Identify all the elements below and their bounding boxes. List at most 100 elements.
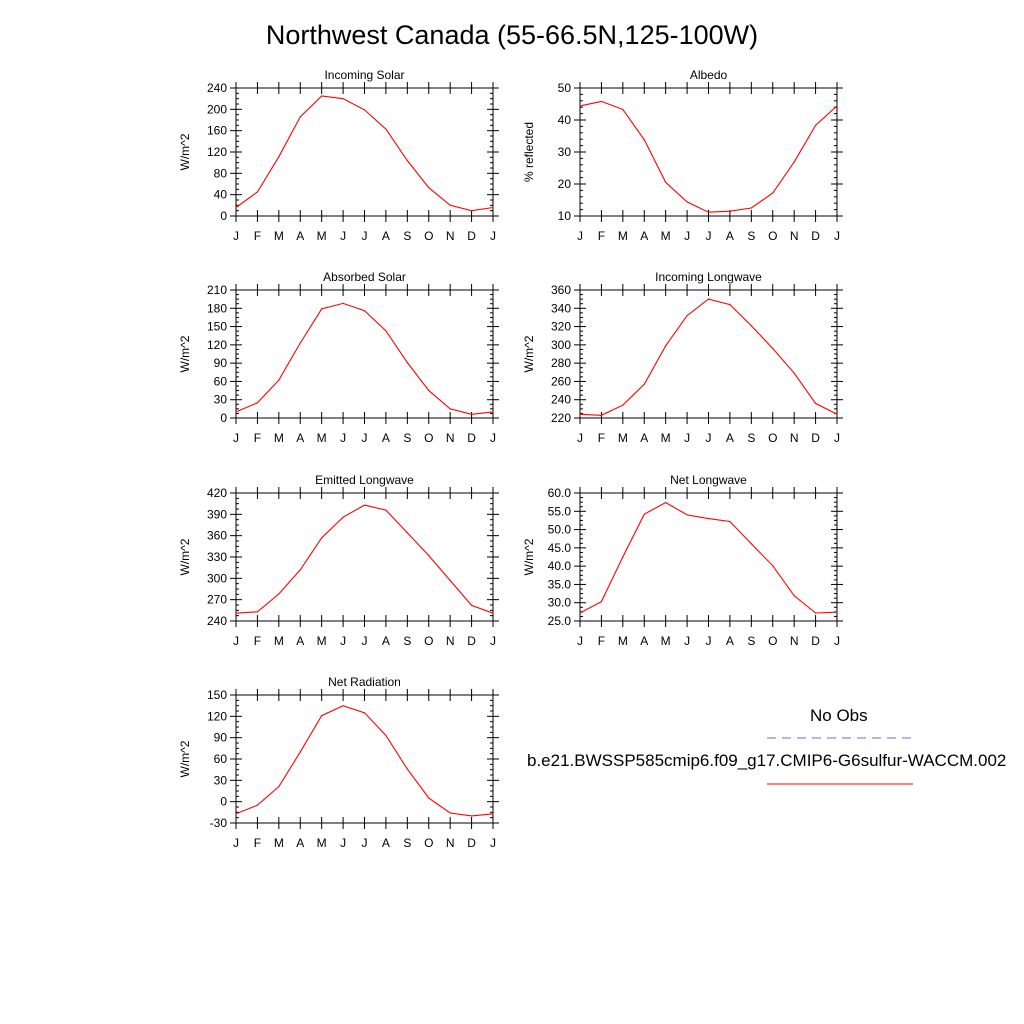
panel-4-ytick-label: 260 <box>551 374 571 388</box>
panel-6-data-point <box>707 518 710 520</box>
panel-7-ylabel: W/m^2 <box>178 740 192 777</box>
panel-4-frame <box>579 289 838 419</box>
panel-6-xtick-label: S <box>747 634 755 648</box>
panel-6-ytick-label: 50.0 <box>548 523 572 537</box>
panel-5-xtick-label: M <box>317 634 327 648</box>
panel-1-xtick-label: F <box>254 229 261 243</box>
panel-6-xtick-label: A <box>640 634 648 648</box>
panel-4-ylabel: W/m^2 <box>522 335 536 372</box>
figure-title: Northwest Canada (55-66.5N,125-100W) <box>265 20 759 50</box>
panel-6-title: Net Longwave <box>670 473 747 487</box>
panel-4-xtick-label: M <box>661 431 671 445</box>
panel-3-data-point <box>256 402 258 404</box>
panel-3-series-line <box>235 302 494 415</box>
panel-3-xtick-label: D <box>467 431 476 445</box>
panel-1-data-point <box>428 187 430 189</box>
panel-2-xtick-label: D <box>811 229 820 243</box>
panel-2-data-point <box>665 181 667 183</box>
panel-3-ytick-label: 120 <box>207 338 227 352</box>
panel-5-xtick-label: D <box>467 634 476 648</box>
panel-1-xtick-label: M <box>274 229 284 243</box>
panel-6-data-point <box>686 514 688 516</box>
panel-4-ytick-label: 220 <box>551 411 571 425</box>
panel-6-xtick-label: F <box>598 634 605 648</box>
panel-3-xtick-label: M <box>274 431 284 445</box>
panel-4-data-point <box>579 413 581 415</box>
panel-5-xtick-label: A <box>296 634 304 648</box>
panel-4-ytick-label: 320 <box>551 320 571 334</box>
panel-2-xtick-label: N <box>790 229 799 243</box>
panel-7-ytick-label: 120 <box>207 709 227 723</box>
panel-1-ytick-label: 120 <box>207 145 227 159</box>
panel-2-xtick-label: S <box>747 229 755 243</box>
panel-6-xtick-label: J <box>577 634 583 648</box>
panel-3-ytick-label: 60 <box>214 374 228 388</box>
panel-3-data-point <box>449 408 451 410</box>
panel-4-xtick-label: J <box>684 431 690 445</box>
panel-5-data-point <box>278 593 280 595</box>
panel-6-xtick-label: J <box>684 634 690 648</box>
panel-3-xtick-label: N <box>446 431 455 445</box>
panel-2-xtick-label: O <box>768 229 777 243</box>
panel-1-ytick-label: 40 <box>214 188 228 202</box>
panel-6-xtick-label: N <box>790 634 799 648</box>
panel-3-data-point <box>385 330 387 332</box>
panel-2-data-point <box>793 161 795 163</box>
panel-6-xtick-label: M <box>618 634 628 648</box>
panel-6-ytick-label: 30.0 <box>548 596 572 610</box>
panel-1-ytick-label: 200 <box>207 102 227 116</box>
panel-7-data-point <box>235 813 237 815</box>
panel-5-data-point <box>363 504 366 506</box>
panel-3-ytick-label: 180 <box>207 301 227 315</box>
panel-7-xtick-label: S <box>403 836 411 850</box>
panel-2-data-point <box>815 124 817 126</box>
panel-1-data-point <box>342 98 344 100</box>
panel-5-data-point <box>299 569 301 571</box>
panel-7-ytick-label: 0 <box>220 795 227 809</box>
panel-5-data-point <box>385 509 387 511</box>
panel-2-data-point <box>622 108 624 110</box>
panel-1-xtick-label: J <box>233 229 239 243</box>
panel-3-data-point <box>428 390 430 392</box>
panel-4-data-point <box>665 345 667 347</box>
panel-1-data-point <box>449 204 451 206</box>
panel-1-data-point <box>299 116 301 118</box>
panel-1-data-point <box>321 95 323 97</box>
panel-4-data-point <box>836 413 838 415</box>
panel-7-data-point <box>321 715 323 717</box>
panel-6-data-point <box>793 595 795 597</box>
panel-3-data-point <box>278 379 280 381</box>
panel-2-frame <box>579 87 838 217</box>
panel-4-data-point <box>815 402 817 404</box>
panel-7-ytick-label: 150 <box>207 688 227 702</box>
panel-1-xtick-label: J <box>490 229 496 243</box>
panel-1-data-point <box>471 210 473 212</box>
panel-6-data-point <box>836 611 838 613</box>
panel-6-ytick-label: 35.0 <box>548 577 572 591</box>
panel-7-xtick-label: A <box>382 836 390 850</box>
panel-7-ytick-label: 90 <box>214 731 228 745</box>
panel-4-xtick-label: J <box>577 431 583 445</box>
panel-6-data-point <box>815 612 817 614</box>
panel-7-xtick-label: J <box>362 836 368 850</box>
panel-7-xtick-label: M <box>274 836 284 850</box>
panel-4-xtick-label: A <box>640 431 648 445</box>
panel-7-xtick-label: A <box>296 836 304 850</box>
panel-3-data-point <box>321 308 323 310</box>
panel-5-data-point <box>406 532 408 534</box>
panel-4-title: Incoming Longwave <box>655 270 762 284</box>
panel-1-data-point <box>256 191 258 193</box>
panel-1-xtick-label: A <box>382 229 390 243</box>
panel-3-xtick-label: J <box>233 431 239 445</box>
panel-3-xtick-label: A <box>382 431 390 445</box>
panel-4-series-line <box>579 298 838 416</box>
panel-4-data-point <box>686 315 688 317</box>
panel-2-xtick-label: J <box>834 229 840 243</box>
panel-5-series-line <box>235 504 494 614</box>
panel-1-data-point <box>363 109 366 111</box>
panel-3-xtick-label: S <box>403 431 411 445</box>
panel-5-ytick-label: 270 <box>207 593 227 607</box>
panel-5-frame <box>235 492 494 622</box>
panel-2-ytick-label: 30 <box>558 145 572 159</box>
